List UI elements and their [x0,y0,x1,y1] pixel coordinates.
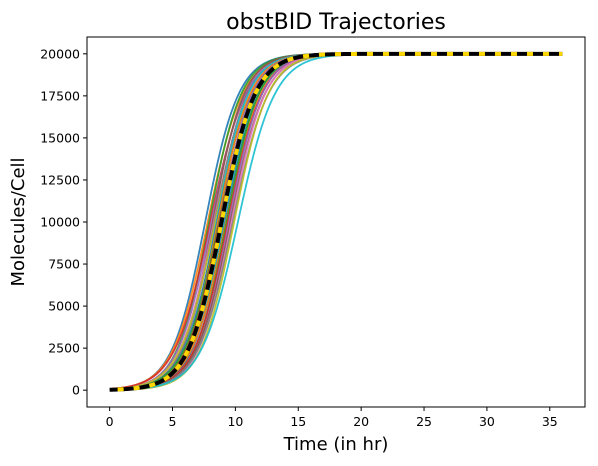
y-tick-label: 2500 [48,341,80,356]
x-tick-label: 25 [416,414,432,429]
y-tick-label: 7500 [48,257,80,272]
chart-title: obstBID Trajectories [226,10,446,35]
y-tick-label: 0 [72,383,80,398]
series-layer [109,51,563,392]
y-tick-label: 10000 [40,215,80,230]
y-tick-label: 5000 [48,299,80,314]
x-tick-label: 5 [169,414,177,429]
y-axis: 0 2500 5000 7500 10000 12500 15000 17500 20000 [40,46,87,398]
x-tick-label: 30 [479,414,495,429]
x-tick-label: 0 [106,414,114,429]
x-axis-label: Time (in hr) [283,434,389,455]
x-tick-label: 10 [227,414,243,429]
x-tick-label: 15 [290,414,306,429]
x-axis: 0 5 10 15 20 25 30 35 [106,407,558,429]
plot-frame [86,36,586,408]
plot-area [86,36,586,408]
y-axis-label: Molecules/Cell [8,157,29,286]
x-tick-label: 35 [542,414,558,429]
y-tick-label: 17500 [40,88,80,103]
x-tick-label: 20 [353,414,369,429]
trajectory-line [109,52,563,390]
y-tick-label: 20000 [40,46,80,61]
y-tick-label: 12500 [40,172,80,187]
mean-trajectory-dashes [109,51,563,392]
y-tick-label: 15000 [40,130,80,145]
